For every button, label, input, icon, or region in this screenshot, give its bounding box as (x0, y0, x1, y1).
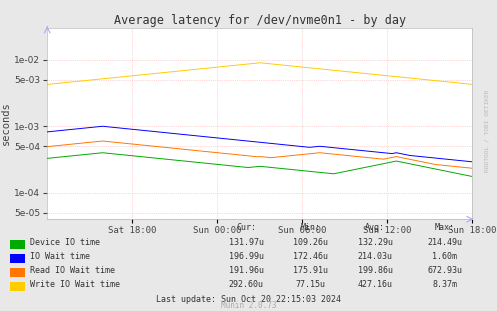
Text: 131.97u: 131.97u (229, 239, 263, 247)
Text: 8.37m: 8.37m (432, 281, 457, 289)
Text: 214.49u: 214.49u (427, 239, 462, 247)
Y-axis label: seconds: seconds (1, 102, 11, 146)
Text: Write IO Wait time: Write IO Wait time (30, 281, 120, 289)
Text: Avg:: Avg: (365, 223, 385, 232)
Text: 196.99u: 196.99u (229, 253, 263, 261)
Text: 292.60u: 292.60u (229, 281, 263, 289)
Text: 214.03u: 214.03u (358, 253, 393, 261)
Text: 1.60m: 1.60m (432, 253, 457, 261)
Text: 109.26u: 109.26u (293, 239, 328, 247)
Text: Min:: Min: (301, 223, 321, 232)
Text: 191.96u: 191.96u (229, 267, 263, 275)
Text: 132.29u: 132.29u (358, 239, 393, 247)
Text: Munin 2.0.73: Munin 2.0.73 (221, 301, 276, 310)
Text: Max:: Max: (435, 223, 455, 232)
Text: 175.91u: 175.91u (293, 267, 328, 275)
Text: RRDTOOL / TOBI OETIKER: RRDTOOL / TOBI OETIKER (485, 89, 490, 172)
Text: 427.16u: 427.16u (358, 281, 393, 289)
Text: Last update: Sun Oct 20 22:15:03 2024: Last update: Sun Oct 20 22:15:03 2024 (156, 295, 341, 304)
Text: 199.86u: 199.86u (358, 267, 393, 275)
Text: Device IO time: Device IO time (30, 239, 100, 247)
Title: Average latency for /dev/nvme0n1 - by day: Average latency for /dev/nvme0n1 - by da… (114, 14, 406, 27)
Text: 672.93u: 672.93u (427, 267, 462, 275)
Text: Read IO Wait time: Read IO Wait time (30, 267, 115, 275)
Text: 77.15u: 77.15u (296, 281, 326, 289)
Text: Cur:: Cur: (236, 223, 256, 232)
Text: 172.46u: 172.46u (293, 253, 328, 261)
Text: IO Wait time: IO Wait time (30, 253, 90, 261)
